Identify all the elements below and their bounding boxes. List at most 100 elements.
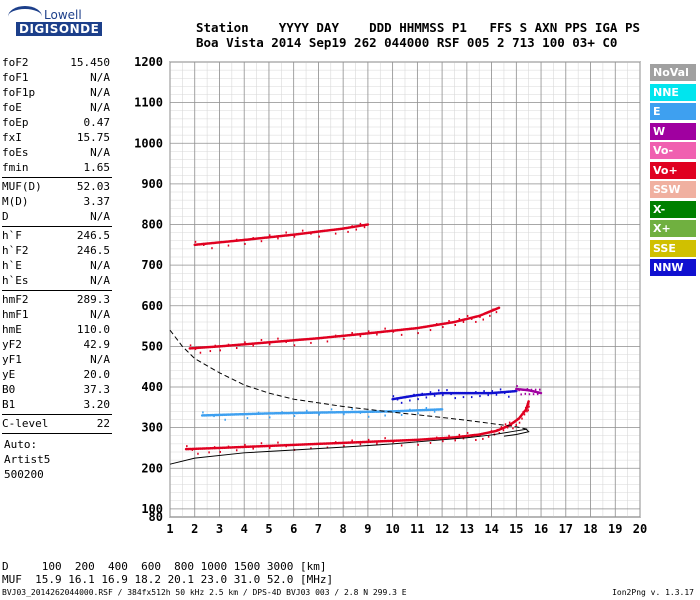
echo-dot: [310, 341, 312, 344]
echo-dot: [490, 430, 493, 433]
param-key: foF1p: [2, 86, 36, 99]
param-row: foF1 N/A: [2, 71, 110, 85]
echo-dot: [246, 417, 249, 420]
echo-dot: [343, 337, 345, 340]
param-value: N/A: [90, 274, 110, 287]
echo-dot: [466, 314, 469, 317]
y-tick-label: 900: [141, 177, 163, 191]
echo-dot: [528, 393, 531, 396]
echo-dot: [392, 395, 395, 398]
echo-dot: [293, 235, 296, 238]
echo-dot: [244, 242, 246, 245]
param-value: 22: [96, 417, 110, 430]
echo-dot: [293, 415, 296, 417]
header-line1: Station YYYY DAY DDD HHMMSS P1 FFS S AXN…: [196, 20, 641, 35]
echo-dot: [384, 414, 386, 417]
echo-dot: [506, 426, 509, 429]
legend-item: X+: [650, 220, 696, 237]
param-row: yF1 N/A: [2, 353, 110, 367]
x-tick-label: 8: [340, 522, 347, 536]
logo-line1: Lowell: [44, 8, 82, 22]
legend-item: W: [650, 122, 696, 140]
echo-dot: [470, 435, 473, 438]
param-value: N/A: [90, 308, 110, 321]
param-value: 42.9: [83, 338, 111, 351]
echo-dot: [235, 238, 238, 241]
echo-dot: [499, 388, 502, 391]
param-value: 246.5: [76, 244, 110, 257]
digisonde-logo: Lowell DIGISONDE: [4, 6, 114, 46]
echo-dot: [523, 413, 526, 416]
station-header: Station YYYY DAY DDD HHMMSS P1 FFS S AXN…: [196, 20, 640, 50]
param-key: fxI: [2, 131, 22, 144]
auto-line2: Artist5: [4, 453, 51, 466]
echo-dot: [515, 423, 517, 426]
logo-swoosh-icon: [8, 6, 42, 27]
echo-dot: [530, 388, 533, 391]
echo-dot: [528, 405, 530, 408]
x-tick-labels: 1 2 3 4 5 6 7 8 9 10 11 12 13 14 15 16 17 18 19 20: [166, 522, 647, 536]
echo-dot: [462, 396, 465, 399]
param-key: C-level: [2, 417, 49, 430]
y-tick-label: 500: [141, 339, 163, 353]
param-row: fmin 1.65: [2, 161, 110, 175]
echo-dot: [343, 444, 345, 447]
echo-dot: [425, 407, 428, 410]
echo-dot: [524, 392, 527, 395]
echo-dot: [194, 240, 197, 243]
echo-dot: [448, 434, 450, 437]
x-tick-label: 5: [265, 522, 272, 536]
echo-trace-W: [515, 387, 543, 395]
echo-dot: [400, 414, 403, 417]
echo-dot: [347, 230, 349, 233]
param-value: 1.65: [83, 161, 111, 174]
y-tick-label: 600: [141, 299, 163, 313]
echo-dot: [429, 442, 432, 444]
echo-dot: [475, 391, 477, 394]
echo-dot: [429, 329, 432, 332]
echo-dot: [442, 440, 444, 443]
echo-dot: [409, 327, 411, 330]
x-tick-label: 2: [191, 522, 198, 536]
param-key: D: [2, 210, 9, 223]
echo-dot: [277, 337, 279, 340]
echo-dot: [260, 338, 263, 341]
echo-dot: [400, 333, 403, 336]
param-row: h`E N/A: [2, 259, 110, 273]
auto-line1: Auto:: [4, 438, 38, 451]
echo-dot: [409, 399, 411, 402]
x-tick-label: 20: [633, 522, 647, 536]
echo-dot: [202, 447, 205, 450]
echo-dot: [227, 244, 230, 247]
param-value: 3.37: [83, 195, 111, 208]
echo-dot: [527, 409, 529, 412]
param-key: foEp: [2, 116, 29, 129]
echo-dot: [351, 439, 353, 442]
echo-dot: [214, 344, 217, 347]
echo-dot: [277, 441, 279, 444]
echo-dot: [491, 390, 494, 393]
echo-dot: [367, 330, 370, 333]
echo-dot: [326, 340, 329, 343]
echo-dot: [252, 237, 254, 240]
echo-dot: [334, 232, 337, 235]
echo-dot: [479, 434, 481, 437]
echo-dot: [510, 424, 513, 427]
echo-dot: [252, 447, 254, 450]
echo-dot: [318, 235, 320, 238]
echo-dot: [208, 451, 210, 454]
legend-item: X-: [650, 200, 696, 218]
echo-dot: [409, 439, 411, 442]
echo-dot: [536, 393, 539, 396]
echo-dot: [508, 395, 510, 398]
x-tick-label: 16: [534, 522, 548, 536]
x-tick-label: 12: [435, 522, 449, 536]
param-key: hmF1: [2, 308, 29, 321]
echo-dot: [454, 439, 456, 442]
echo-dot: [450, 393, 452, 396]
param-key: h`F: [2, 229, 22, 242]
param-key: yF1: [2, 353, 22, 366]
echo-dot: [462, 320, 465, 323]
echo-dot: [197, 452, 199, 455]
legend-item: NNW: [650, 259, 696, 276]
